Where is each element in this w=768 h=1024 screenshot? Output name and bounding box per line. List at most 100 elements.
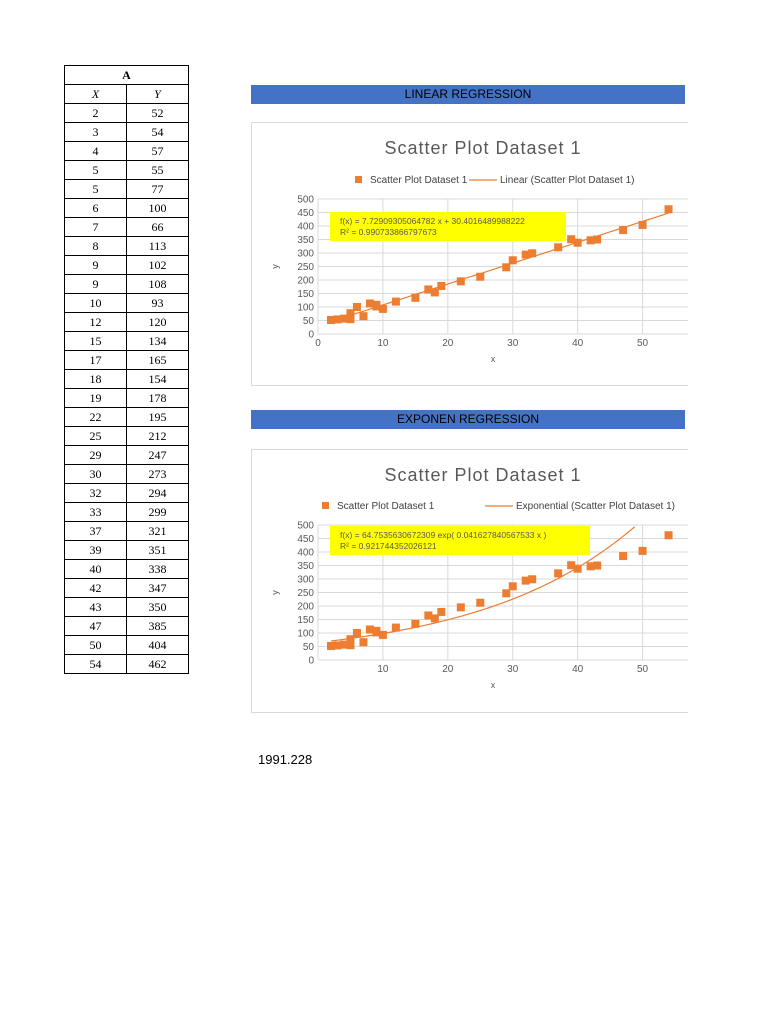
data-point — [333, 315, 342, 324]
table-row: 4 57 — [64, 141, 189, 161]
legend-series-label: Scatter Plot Dataset 1 — [337, 501, 435, 512]
x-tick-label: 30 — [507, 338, 519, 349]
y-tick-label: 150 — [297, 289, 314, 300]
y-tick-label: 250 — [297, 588, 314, 599]
legend-trendline-label: Linear (Scatter Plot Dataset 1) — [500, 175, 635, 186]
table-row: 43 350 — [64, 597, 189, 617]
x-cell: 22 — [64, 407, 127, 427]
x-cell: 2 — [64, 103, 127, 123]
y-tick-label: 0 — [308, 656, 314, 667]
y-cell: 294 — [126, 483, 189, 503]
y-tick-label: 350 — [297, 561, 314, 572]
x-cell: 33 — [64, 502, 127, 522]
x-header: X — [64, 84, 127, 104]
table-row: 5 55 — [64, 160, 189, 180]
legend-series-label: Scatter Plot Dataset 1 — [370, 175, 468, 186]
y-axis-label: y — [270, 264, 280, 269]
data-point — [352, 629, 361, 637]
data-point — [567, 561, 576, 570]
y-tick-label: 400 — [297, 548, 314, 559]
x-tick-label: 20 — [442, 664, 454, 675]
x-cell: 50 — [64, 635, 127, 655]
x-cell: 19 — [64, 388, 127, 408]
table-row: 37 321 — [64, 521, 189, 541]
x-cell: 37 — [64, 521, 127, 541]
y-cell: 93 — [126, 293, 189, 313]
x-cell: 32 — [64, 483, 127, 503]
y-tick-label: 450 — [297, 208, 314, 219]
equation-box — [330, 526, 590, 555]
y-tick-label: 0 — [308, 330, 314, 341]
x-cell: 9 — [64, 255, 127, 275]
data-point — [437, 281, 446, 290]
chart-title: Scatter Plot Dataset 1 — [384, 138, 581, 158]
table-row: 10 93 — [64, 293, 189, 313]
y-tick-label: 500 — [297, 195, 314, 206]
y-cell: 273 — [126, 464, 189, 484]
r-squared-text: R² = 0.921744352026121 — [340, 541, 437, 551]
data-point — [359, 638, 368, 647]
r-squared-text: R² = 0.990733866797673 — [340, 227, 437, 237]
x-cell: 7 — [64, 217, 127, 237]
data-point — [619, 552, 628, 561]
data-point — [664, 205, 673, 214]
data-point — [430, 288, 439, 297]
y-cell: 178 — [126, 388, 189, 408]
x-cell: 30 — [64, 464, 127, 484]
data-point — [346, 315, 355, 324]
table-row: 22 195 — [64, 407, 189, 427]
data-point — [476, 598, 485, 607]
legend-trendline-label: Exponential (Scatter Plot Dataset 1) — [516, 501, 675, 512]
x-cell: 39 — [64, 540, 127, 560]
y-tick-label: 50 — [303, 316, 315, 327]
table-row: 32 294 — [64, 483, 189, 503]
y-cell: 52 — [126, 103, 189, 123]
x-cell: 4 — [64, 141, 127, 161]
data-point — [554, 569, 563, 578]
x-cell: 15 — [64, 331, 127, 351]
x-tick-label: 40 — [572, 664, 584, 675]
x-axis-label: x — [491, 680, 496, 690]
data-point — [619, 226, 628, 235]
data-point — [326, 641, 335, 650]
table-row: 50 404 — [64, 635, 189, 655]
y-tick-label: 300 — [297, 249, 314, 260]
x-axis-label: x — [491, 354, 496, 364]
y-cell: 55 — [126, 160, 189, 180]
column-letter: A — [64, 65, 189, 85]
y-cell: 247 — [126, 445, 189, 465]
x-cell: 43 — [64, 597, 127, 617]
y-cell: 299 — [126, 502, 189, 522]
table-row: 54 462 — [64, 654, 189, 674]
data-point — [456, 603, 465, 612]
table-row: 17 165 — [64, 350, 189, 370]
exponential-chart[interactable]: Scatter Plot Dataset 1 Scatter Plot Datas… — [251, 449, 688, 713]
y-cell: 462 — [126, 654, 189, 674]
data-point — [638, 546, 647, 555]
y-tick-label: 450 — [297, 534, 314, 545]
table-row: 15 134 — [64, 331, 189, 351]
legend-marker — [355, 176, 362, 183]
x-tick-label: 10 — [377, 338, 389, 349]
data-point — [586, 236, 595, 245]
x-cell: 29 — [64, 445, 127, 465]
table-row: 2 52 — [64, 103, 189, 123]
y-cell: 154 — [126, 369, 189, 389]
x-cell: 42 — [64, 578, 127, 598]
linear-chart-svg: Scatter Plot Dataset 1 Scatter Plot Datas… — [270, 138, 688, 364]
linear-chart[interactable]: Scatter Plot Dataset 1 Scatter Plot Datas… — [251, 122, 688, 386]
y-cell: 385 — [126, 616, 189, 636]
y-tick-label: 250 — [297, 262, 314, 273]
data-point — [326, 315, 335, 324]
x-cell: 8 — [64, 236, 127, 256]
x-cell: 18 — [64, 369, 127, 389]
y-cell: 212 — [126, 426, 189, 446]
data-point — [346, 635, 355, 644]
x-cell: 17 — [64, 350, 127, 370]
y-tick-label: 400 — [297, 222, 314, 233]
data-point — [508, 582, 517, 591]
y-tick-label: 200 — [297, 276, 314, 287]
x-tick-label: 50 — [637, 338, 649, 349]
table-row: 12 120 — [64, 312, 189, 332]
y-cell: 165 — [126, 350, 189, 370]
